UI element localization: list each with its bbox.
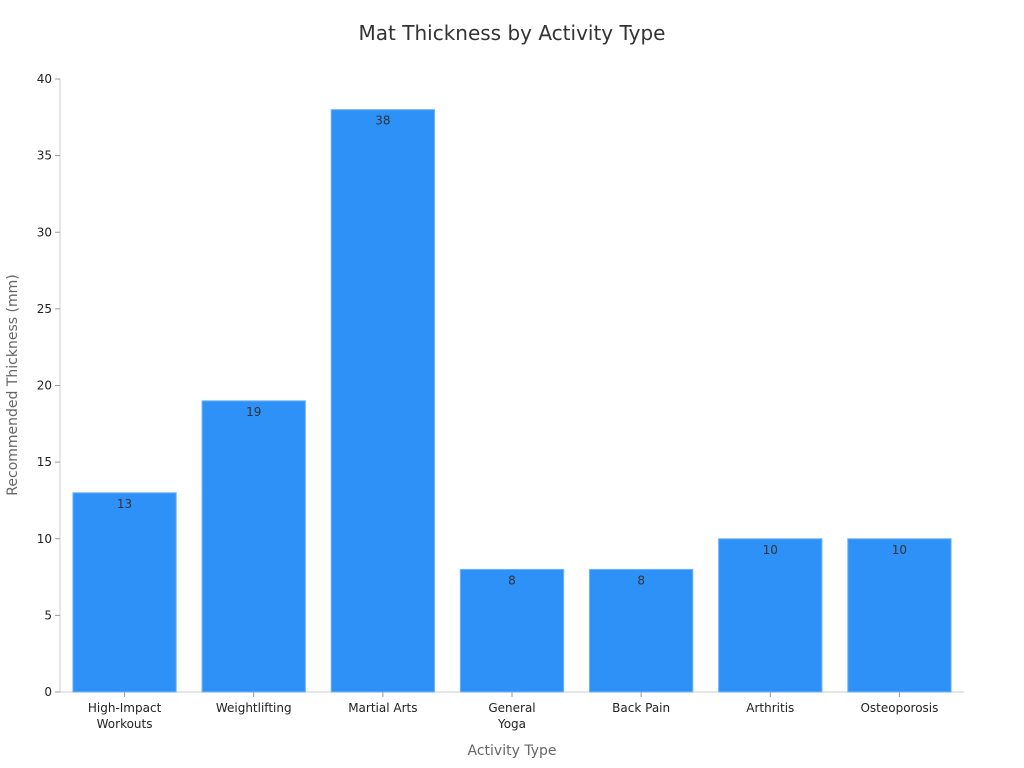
y-tick-label: 30 [37,225,52,239]
bar [72,492,177,693]
x-tick-label: High-Impact Workouts [88,701,162,731]
bar [718,538,823,693]
x-tick-label: Weightlifting [216,701,292,715]
chart-title: Mat Thickness by Activity Type [359,21,666,45]
value-label: 8 [637,573,645,587]
bar [847,538,952,693]
bar [588,568,694,693]
value-label: 8 [508,573,516,587]
y-tick-label: 0 [44,685,52,699]
x-axis-title: Activity Type [468,743,557,759]
y-tick-label: 35 [37,149,52,163]
bar [201,400,306,693]
value-label: 13 [117,497,132,511]
x-tick-label: General Yoga [488,701,535,731]
y-tick-label: 20 [37,379,52,393]
y-tick-label: 5 [44,608,52,622]
bar [330,109,436,693]
x-tick-label: Arthritis [746,701,794,715]
y-tick-label: 40 [37,72,52,86]
y-axis-title: Recommended Thickness (mm) [5,274,21,495]
bar [459,568,565,693]
x-tick-label: Back Pain [612,701,670,715]
x-tick-label: Osteoporosis [860,701,938,715]
value-label: 38 [375,114,390,128]
value-label: 19 [246,405,261,419]
y-tick-label: 10 [37,532,52,546]
y-tick-label: 15 [37,455,52,469]
value-label: 10 [763,543,778,557]
value-label: 10 [892,543,907,557]
y-tick-label: 25 [37,302,52,316]
x-tick-label: Martial Arts [348,701,417,715]
